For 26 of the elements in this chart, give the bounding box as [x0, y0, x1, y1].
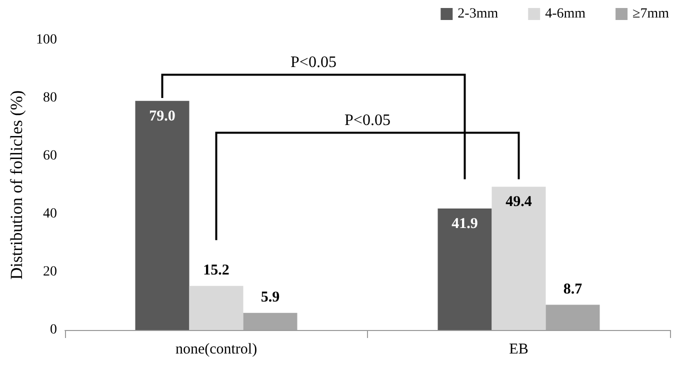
data-label: 5.9	[260, 289, 280, 306]
data-label: 41.9	[452, 216, 478, 232]
y-tick-label: 0	[50, 322, 57, 338]
data-label: 8.7	[563, 281, 583, 298]
bar	[189, 286, 244, 330]
data-label: 15.2	[203, 262, 230, 278]
data-label: 79.0	[149, 108, 176, 124]
y-tick-label: 40	[43, 206, 57, 222]
legend-label: ≥7mm	[632, 6, 670, 22]
bar	[438, 208, 492, 330]
y-axis-title: Distribution of follicles (%)	[7, 90, 26, 280]
bar	[492, 186, 546, 330]
bar	[243, 312, 298, 330]
y-tick-label: 80	[43, 90, 57, 106]
bar	[546, 304, 600, 330]
data-label: 49.4	[506, 194, 532, 210]
legend-label: 4-6mm	[545, 6, 586, 22]
x-tick-label: none(control)	[175, 342, 258, 358]
x-tick-label: EB	[509, 342, 528, 358]
y-tick-label: 100	[36, 32, 57, 48]
annotation: P<0.05	[344, 112, 390, 129]
legend-label: 2-3mm	[458, 6, 498, 22]
bar	[135, 100, 190, 330]
y-tick-label: 60	[43, 148, 57, 164]
y-tick-label: 20	[43, 264, 57, 280]
annotation: P<0.05	[290, 54, 336, 71]
